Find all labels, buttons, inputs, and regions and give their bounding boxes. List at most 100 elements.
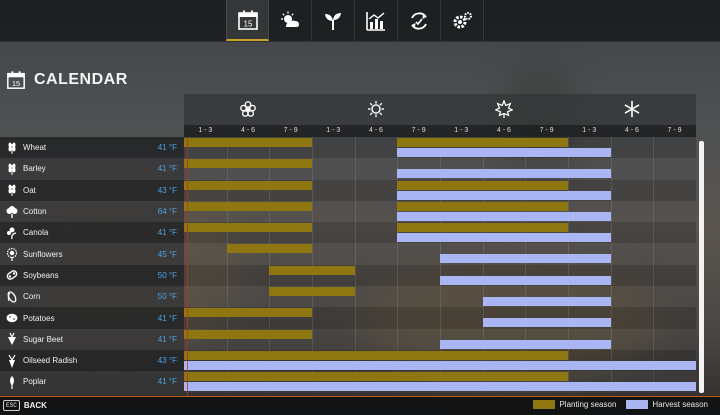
crop-row[interactable]: Sugar Beet 41 °F	[0, 328, 696, 350]
period-divider	[610, 137, 612, 159]
period-divider	[482, 179, 484, 201]
crop-name: Canola	[23, 228, 49, 238]
germination-temperature: 41 °F	[157, 377, 177, 387]
tab-weather[interactable]	[269, 0, 312, 41]
period-divider	[568, 349, 569, 372]
period-divider	[226, 264, 228, 287]
period-divider	[440, 349, 441, 372]
legend-planting: Planting season	[533, 400, 616, 409]
harvest-season-bar	[397, 190, 611, 200]
period-divider	[226, 137, 228, 159]
period-divider	[440, 222, 441, 244]
wheat-icon	[8, 142, 16, 154]
season-timeline	[184, 349, 696, 372]
tab-crops[interactable]	[312, 0, 355, 41]
season-timeline	[184, 307, 696, 329]
planting-season-bar	[184, 159, 312, 169]
period-divider	[269, 158, 271, 180]
crop-row[interactable]: Poplar 41 °F	[0, 371, 696, 393]
period-divider	[568, 328, 569, 350]
crop-row[interactable]: Wheat 41 °F	[0, 137, 696, 159]
month-label: 7 - 9	[667, 127, 682, 134]
month-label: 1 - 3	[326, 127, 341, 134]
period-divider	[354, 222, 356, 244]
radish-icon	[8, 354, 16, 368]
legend-planting-label: Planting season	[559, 400, 617, 409]
calendar-panel: 1 - 3 4 - 6 7 - 9 1 - 3 4 - 6 7 - 9 1 - 3 4 - 6…	[0, 94, 712, 396]
period-divider	[226, 307, 228, 329]
germination-temperature: 50 °F	[157, 292, 177, 302]
crop-info: Cotton 64 °F	[0, 200, 184, 223]
month-label: 7 - 9	[283, 127, 298, 134]
period-divider	[269, 286, 271, 308]
crop-row[interactable]: Corn 50 °F	[0, 286, 696, 308]
tab-economy[interactable]	[398, 0, 441, 41]
sprout-icon	[325, 12, 341, 30]
period-divider	[312, 264, 313, 287]
crop-row[interactable]: Oilseed Radish 43 °F	[0, 349, 696, 372]
crop-rows: Wheat 41 °F Barley 41 °F Oat 43 °F Cotton 64 °F…	[0, 137, 696, 393]
canola-icon	[7, 227, 17, 239]
period-divider	[568, 243, 569, 265]
period-divider	[226, 286, 228, 308]
period-divider	[354, 307, 356, 329]
period-divider	[525, 328, 527, 350]
period-divider	[269, 349, 271, 372]
period-divider	[312, 286, 313, 308]
soybean-icon	[6, 270, 18, 281]
period-divider	[653, 158, 655, 180]
month-label: 7 - 9	[411, 127, 426, 134]
planting-season-bar	[397, 223, 568, 233]
season-timeline	[184, 243, 696, 265]
season-header	[184, 94, 696, 125]
spring-flower-icon	[240, 101, 256, 117]
crop-row[interactable]: Cotton 64 °F	[0, 200, 696, 223]
crop-row[interactable]: Oat 43 °F	[0, 179, 696, 201]
back-button[interactable]: ESC BACK	[3, 400, 47, 411]
planting-season-bar	[184, 308, 312, 318]
period-divider	[269, 371, 271, 393]
month-label: 1 - 3	[198, 127, 213, 134]
period-divider	[312, 243, 313, 265]
month-label: 1 - 3	[454, 127, 469, 134]
period-divider	[440, 179, 441, 201]
month-label: 7 - 9	[539, 127, 554, 134]
tab-calendar[interactable]: 15	[226, 0, 269, 41]
crop-name: Barley	[23, 164, 46, 174]
germination-temperature: 41 °F	[157, 313, 177, 323]
period-divider	[525, 200, 527, 223]
planting-season-bar	[184, 201, 312, 211]
harvest-season-bar	[184, 382, 696, 392]
crop-row[interactable]: Potatoes 41 °F	[0, 307, 696, 329]
crop-row[interactable]: Canola 41 °F	[0, 222, 696, 244]
period-divider	[610, 179, 612, 201]
planting-swatch	[533, 400, 556, 409]
crop-name: Corn	[23, 292, 41, 302]
crop-row[interactable]: Sunflowers 45 °F	[0, 243, 696, 265]
crop-row[interactable]: Soybeans 50 °F	[0, 264, 696, 287]
period-divider	[397, 328, 399, 350]
period-divider	[653, 179, 655, 201]
harvest-season-bar	[482, 297, 611, 307]
crop-name: Potatoes	[23, 313, 55, 323]
season-timeline	[184, 286, 696, 308]
period-divider	[397, 371, 399, 393]
period-divider	[525, 243, 527, 265]
period-divider	[653, 137, 655, 159]
period-divider	[482, 200, 484, 223]
period-divider	[397, 286, 399, 308]
tab-statistics[interactable]	[355, 0, 398, 41]
tab-settings[interactable]	[441, 0, 484, 41]
period-divider	[525, 349, 527, 372]
month-label: 1 - 3	[582, 127, 597, 134]
crop-row[interactable]: Barley 41 °F	[0, 158, 696, 180]
season-timeline	[184, 328, 696, 350]
harvest-season-bar	[184, 360, 696, 370]
top-navigation-bar: 15	[0, 0, 720, 42]
period-divider	[440, 286, 441, 308]
esc-key-hint: ESC	[3, 400, 20, 411]
calendar-icon-day: 15	[243, 19, 252, 28]
period-divider	[397, 222, 399, 244]
period-divider	[525, 307, 527, 329]
scrollbar[interactable]	[699, 141, 704, 393]
